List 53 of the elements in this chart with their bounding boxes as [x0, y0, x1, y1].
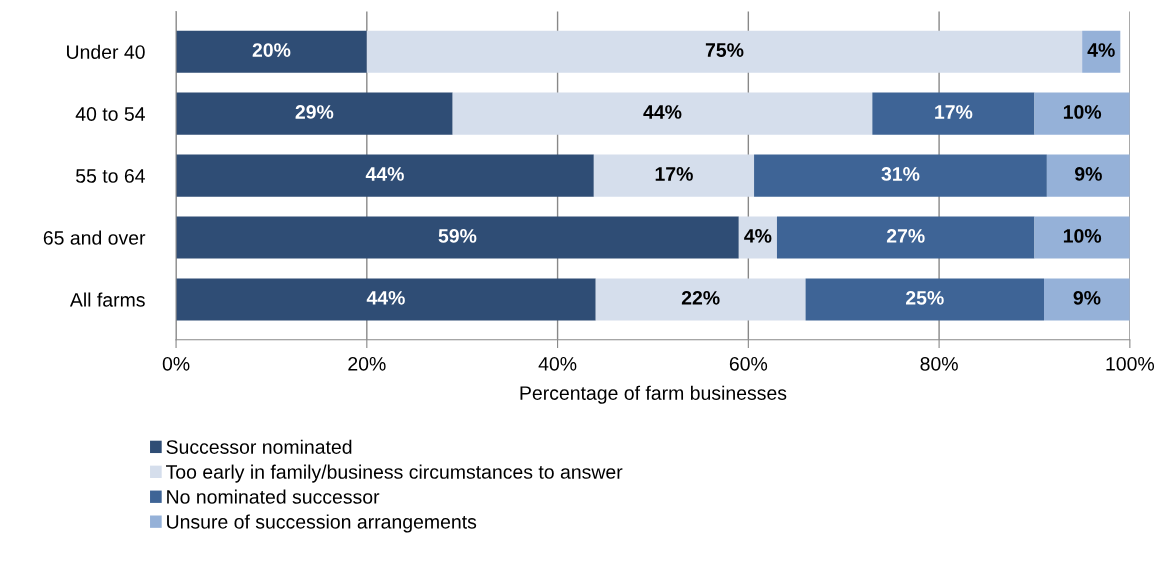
data-label: 10% — [1063, 229, 1102, 243]
data-label: 10% — [1063, 105, 1102, 119]
bar — [776, 216, 1035, 259]
bar — [593, 154, 755, 197]
bar — [176, 278, 596, 321]
data-label: 4% — [744, 229, 772, 243]
data-label: 17% — [655, 167, 693, 181]
data-label: 44% — [366, 291, 405, 305]
bar — [1034, 216, 1130, 259]
bar — [872, 92, 1035, 135]
y-tick-label: 55 to 64 — [76, 169, 145, 183]
bar — [452, 92, 873, 135]
x-tick-label: 60% — [729, 356, 768, 371]
data-label: 20% — [252, 43, 291, 57]
bar — [738, 216, 777, 259]
y-tick-label: 40 to 54 — [75, 107, 145, 121]
data-label: 25% — [906, 290, 944, 305]
data-label: 9% — [1073, 290, 1101, 305]
legend-label: Successor nominated — [166, 439, 352, 454]
data-label: 22% — [681, 290, 720, 305]
data-label: 17% — [935, 105, 973, 119]
y-tick-label: All farms — [69, 292, 145, 307]
bar — [366, 30, 1083, 73]
data-label: 44% — [643, 105, 682, 119]
data-label: 31% — [881, 167, 920, 181]
legend-label: Too early in family/business circumstances to answer — [166, 464, 623, 483]
data-label: 4% — [1087, 43, 1115, 57]
x-tick-label: 40% — [538, 356, 577, 371]
bar — [1046, 154, 1130, 197]
data-label: 29% — [295, 105, 334, 119]
bar — [1034, 92, 1130, 135]
bar — [805, 278, 1045, 321]
bar — [176, 216, 739, 259]
x-tick-label: 100% — [1106, 356, 1155, 371]
y-tick-label: Under 40 — [67, 44, 145, 59]
x-tick-label: 80% — [920, 356, 958, 371]
y-tick-label: 65 and over — [43, 230, 146, 245]
x-axis-title: Percentage of farm businesses — [520, 385, 787, 404]
bar — [176, 30, 367, 73]
x-tick-label: 20% — [348, 356, 386, 371]
data-label: 59% — [438, 229, 477, 243]
bar — [1044, 278, 1130, 321]
bar — [176, 92, 453, 135]
bar — [176, 154, 594, 197]
data-label: 27% — [886, 229, 925, 243]
data-label: 9% — [1074, 167, 1102, 181]
data-label: 44% — [365, 167, 404, 181]
legend-label: Unsure of succession arrangements — [167, 514, 477, 533]
x-tick-label: 0% — [162, 356, 190, 371]
data-label: 75% — [705, 43, 744, 57]
legend-label: No nominated successor — [167, 489, 380, 504]
bar — [595, 278, 806, 321]
bar — [754, 154, 1047, 197]
